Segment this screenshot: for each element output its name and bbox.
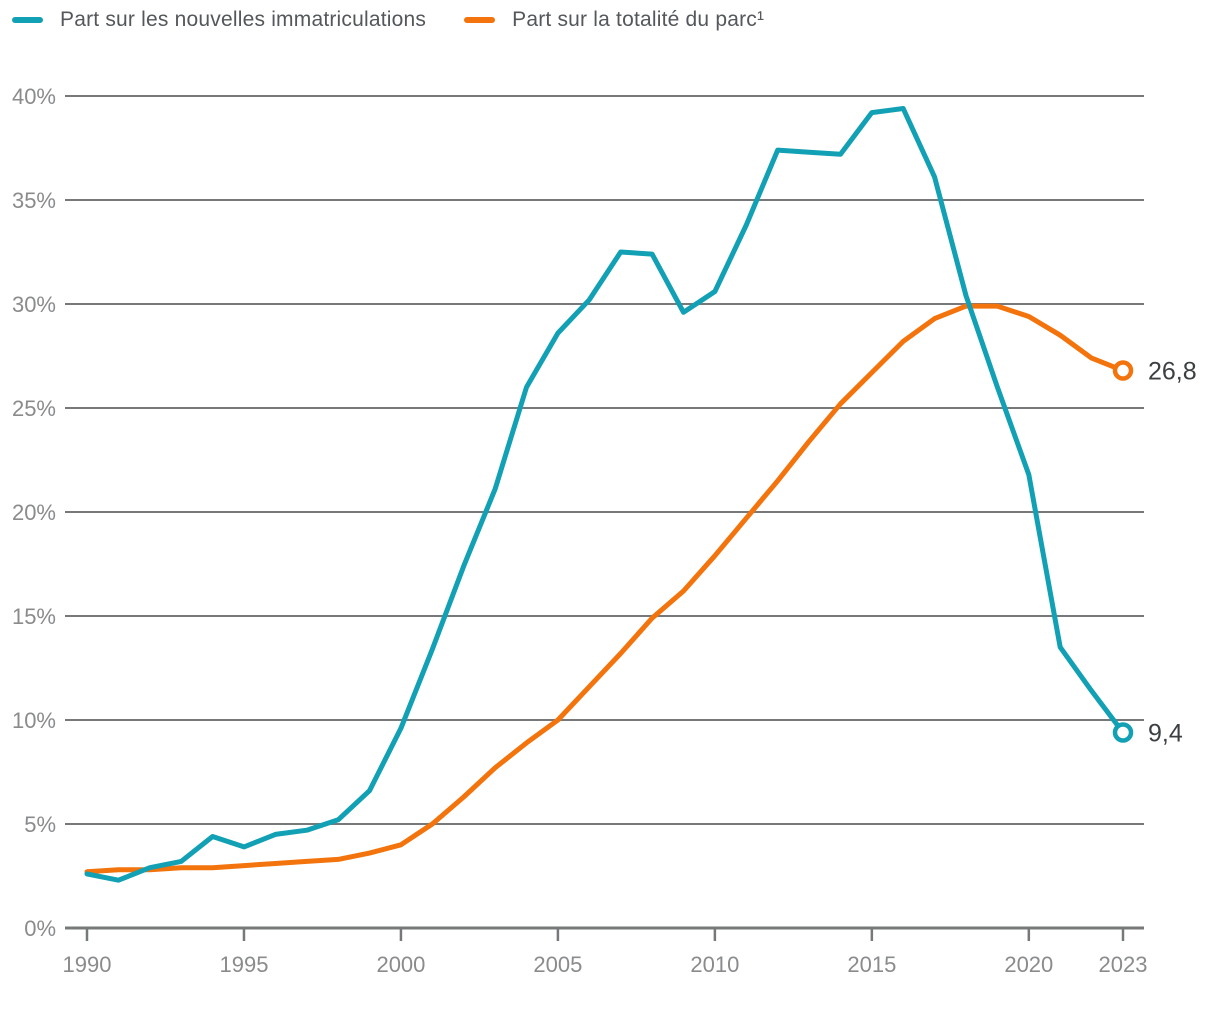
y-tick-label: 5% xyxy=(24,812,56,837)
end-value-label-parc: 26,8 xyxy=(1148,358,1197,386)
y-tick-label: 30% xyxy=(12,292,56,317)
x-tick-label: 1990 xyxy=(63,952,112,977)
y-tick-label: 0% xyxy=(24,916,56,941)
legend: Part sur les nouvelles immatriculations … xyxy=(12,8,802,32)
y-tick-label: 15% xyxy=(12,604,56,629)
legend-swatch-teal-icon xyxy=(12,17,43,23)
x-tick-label: 2000 xyxy=(376,952,425,977)
legend-item-label: Part sur la totalité du parc¹ xyxy=(512,8,765,31)
series-line-parc[interactable] xyxy=(84,303,1126,875)
series-line-immatriculations[interactable] xyxy=(84,106,1126,883)
y-tick-label: 35% xyxy=(12,188,56,213)
y-tick-label: 20% xyxy=(12,500,56,525)
y-tick-label: 40% xyxy=(12,84,56,109)
legend-item-label: Part sur les nouvelles immatriculations xyxy=(60,8,427,31)
x-tick-label: 2020 xyxy=(1004,952,1053,977)
x-tick-label: 2023 xyxy=(1099,952,1148,977)
end-marker-parc[interactable] xyxy=(1112,360,1134,381)
legend-item-immatriculations[interactable]: Part sur les nouvelles immatriculations xyxy=(12,8,426,32)
x-tick-label: 2015 xyxy=(847,952,896,977)
y-tick-label: 25% xyxy=(12,396,56,421)
x-tick-label: 2010 xyxy=(690,952,739,977)
x-tick-label: 2005 xyxy=(533,952,582,977)
legend-swatch-orange-icon xyxy=(464,17,496,23)
legend-item-parc[interactable]: Part sur la totalité du parc¹ xyxy=(464,8,764,32)
x-tick-label: 1995 xyxy=(219,952,268,977)
end-marker-immatriculations[interactable] xyxy=(1112,722,1134,743)
y-tick-label: 10% xyxy=(12,708,56,733)
end-value-label-immatriculations: 9,4 xyxy=(1148,719,1183,747)
